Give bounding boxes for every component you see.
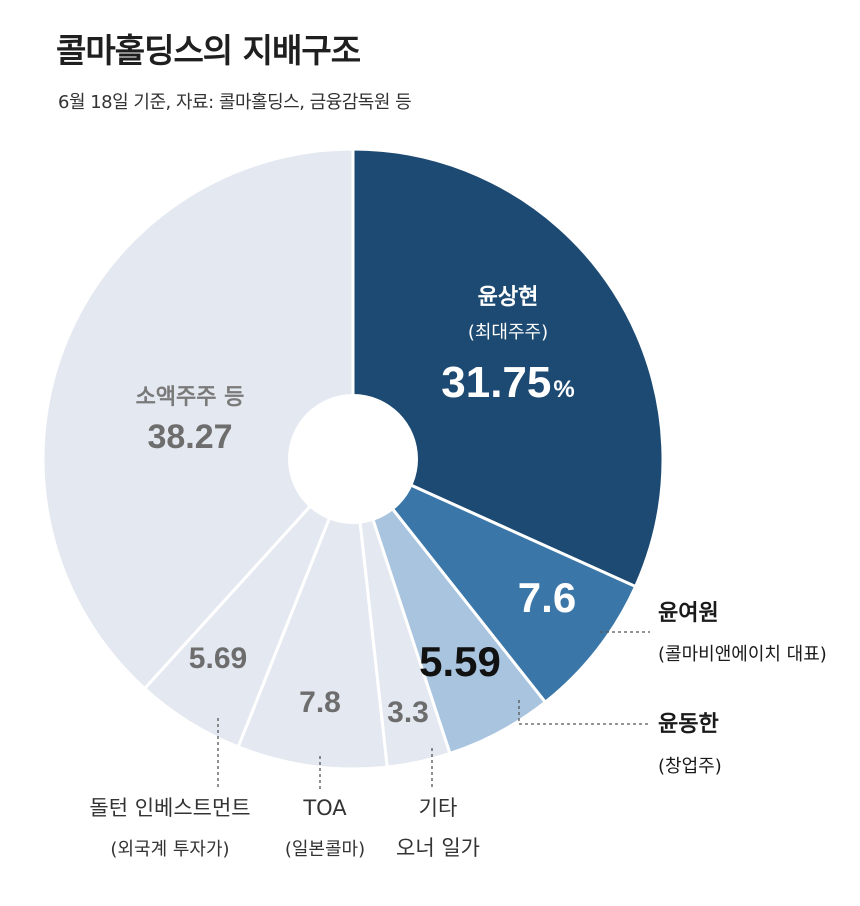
slice-label-other-family-line1: 기타 <box>419 796 458 820</box>
slice-value-yoon-donghan: 5.59 <box>419 638 501 685</box>
slice-label-yoon-yeowon: 윤여원 <box>658 601 719 626</box>
slice-label-other-family-line2: 오너 일가 <box>396 836 480 860</box>
slice-minority <box>41 147 355 691</box>
slice-label-dalton: 돌턴 인베스트먼트 <box>89 796 250 820</box>
slice-value-yoon-yeowon: 7.6 <box>518 574 576 621</box>
slice-label-toa: TOA <box>302 796 347 820</box>
slice-label-yoon-sanghyun: 윤상현 <box>478 285 539 310</box>
slice-value-dalton: 5.69 <box>189 642 247 675</box>
slice-note-dalton: (외국계 투자가) <box>110 839 229 860</box>
slice-note-yoon-sanghyun: (최대주주) <box>468 322 548 343</box>
slice-note-yoon-donghan: (창업주) <box>658 756 722 777</box>
slice-note-toa: (일본콜마) <box>285 839 365 860</box>
leader-line-yoon-donghan <box>518 700 650 725</box>
slice-value-toa: 7.8 <box>299 686 341 719</box>
slice-value-other-family: 3.3 <box>387 696 429 729</box>
slice-label-yoon-donghan: 윤동한 <box>658 712 719 737</box>
slice-toa <box>236 457 389 771</box>
slice-label-minority: 소액주주 등 <box>136 385 245 410</box>
slice-value-yoon-sanghyun: 31.75% <box>441 358 574 407</box>
chart-title: 콜마홀딩스의 지배구조 <box>56 31 361 70</box>
slice-value-minority: 38.27 <box>147 418 232 456</box>
donut-hole <box>288 394 418 524</box>
slice-yoon-yeowon <box>351 457 638 704</box>
slice-note-yoon-yeowon: (콜마비앤에이치 대표) <box>658 644 827 665</box>
pie-slices <box>41 147 665 771</box>
chart-subtitle: 6월 18일 기준, 자료: 콜마홀딩스, 금융감독원 등 <box>58 92 412 113</box>
slice-yoon-sanghyun <box>351 147 665 589</box>
